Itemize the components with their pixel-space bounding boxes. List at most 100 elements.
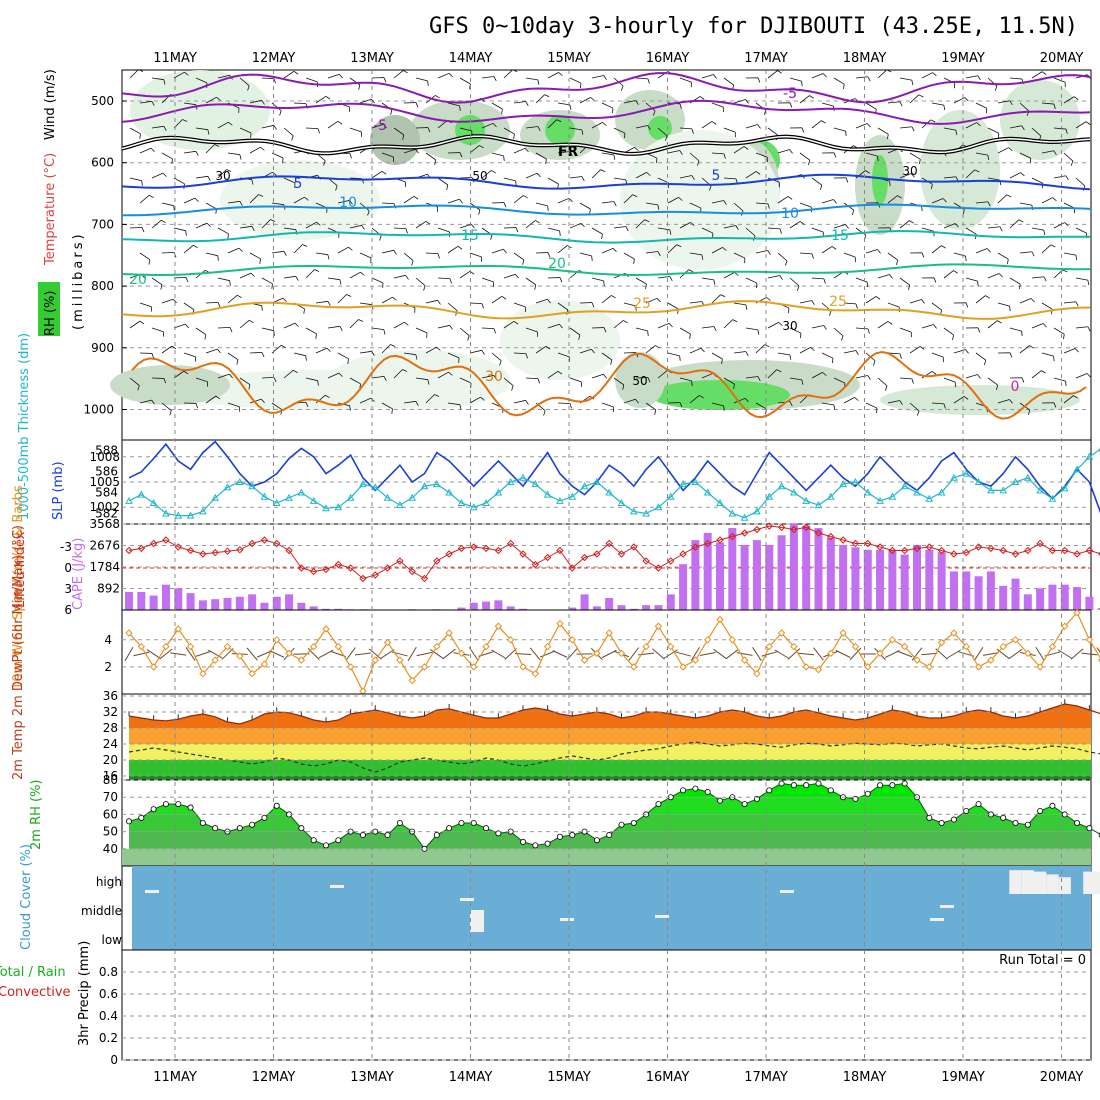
wind-barb-flag xyxy=(149,194,154,199)
wind-barb-flag xyxy=(911,80,914,86)
thickness-point xyxy=(1060,484,1069,492)
wind-barb-flag xyxy=(1019,284,1021,290)
cape-bar xyxy=(937,552,946,610)
wind-barb xyxy=(415,77,428,82)
isotherm-label: -5 xyxy=(373,118,387,134)
wind-barb-flag xyxy=(525,101,529,107)
wind-barb xyxy=(887,400,900,404)
wind-barb-flag xyxy=(448,73,453,78)
rh-point xyxy=(1037,807,1044,814)
wind-barb xyxy=(393,274,406,279)
tick-label: 1008 xyxy=(89,450,120,464)
wind-barb xyxy=(821,402,834,406)
wind-speed-point xyxy=(728,636,737,644)
wind-barb xyxy=(315,95,327,104)
wind-barb-flag xyxy=(402,369,408,372)
wind-barb xyxy=(1019,251,1032,254)
wind-barb xyxy=(635,125,648,129)
wind-barb-flag xyxy=(1073,395,1078,399)
cape-bar xyxy=(592,606,601,610)
wind-speed-point xyxy=(309,642,318,651)
wind-barb xyxy=(437,72,450,79)
thickness-point xyxy=(863,488,872,496)
wind-barb xyxy=(645,345,656,354)
wind-barb-flag xyxy=(933,277,937,283)
slp-line xyxy=(128,440,1100,514)
wind-speed-point xyxy=(925,663,934,671)
wind-barb xyxy=(503,69,513,79)
wind-barb-flag xyxy=(789,354,792,360)
isotherm-20 xyxy=(121,263,1091,277)
wind-barb-flag xyxy=(965,349,969,354)
lifted-index-point xyxy=(974,543,983,551)
wind-barb xyxy=(745,171,757,179)
wind-barb xyxy=(909,346,921,354)
wind-barb-flag xyxy=(822,372,827,376)
wind-barb-flag xyxy=(1052,197,1057,202)
wind-barb xyxy=(711,352,723,360)
wind-barb-flag xyxy=(1030,298,1035,303)
rh-point xyxy=(889,782,896,789)
wind-barb-flag xyxy=(513,133,515,140)
lifted-index-point xyxy=(802,523,810,532)
wind-barb xyxy=(777,352,790,356)
wind-barb-flag xyxy=(423,285,426,291)
wind-barb xyxy=(459,377,472,384)
wind-barb-flag xyxy=(916,410,920,416)
wind-barb-flag xyxy=(405,275,409,280)
wind-barb xyxy=(557,102,570,106)
thickness-point xyxy=(790,488,798,496)
surface-wind-barb xyxy=(491,649,506,659)
wind-barb xyxy=(249,398,262,404)
surface-wind-barb xyxy=(416,651,433,657)
wind-barb-flag xyxy=(547,205,549,211)
wind-barb-flag xyxy=(138,69,144,72)
wind-barb-flag xyxy=(383,77,387,83)
wind-barb xyxy=(799,152,810,161)
wind-barb-flag xyxy=(696,160,700,166)
wind-barb-flag xyxy=(987,155,990,161)
surface-wind-barb xyxy=(246,647,258,661)
total-rain-label: Total / Rain xyxy=(0,965,66,980)
wind-barb-flag xyxy=(402,134,405,140)
wind-barb-flag xyxy=(559,230,561,236)
thickness-point xyxy=(839,480,847,488)
wind-barb xyxy=(965,169,976,179)
wind-barb xyxy=(205,96,217,104)
wind-barb xyxy=(447,102,460,107)
tick-label: -3 xyxy=(60,540,72,554)
wind-speed-point xyxy=(630,663,638,671)
wind-barb xyxy=(349,271,361,279)
wind-barb-flag xyxy=(823,278,826,284)
wind-barb-flag xyxy=(503,249,507,254)
wind-barb-flag xyxy=(691,128,694,134)
wind-barb-flag xyxy=(867,76,871,82)
wind-speed-point xyxy=(740,656,749,664)
wind-speed-point xyxy=(1073,609,1081,617)
wind-barb-flag xyxy=(1087,326,1091,332)
wind-barb-flag xyxy=(590,97,595,101)
wind-barb xyxy=(855,277,868,283)
wind-barb-flag xyxy=(568,198,573,203)
surface-wind-barb xyxy=(787,648,801,660)
wind-barb-flag xyxy=(383,124,387,129)
wind-barb xyxy=(591,122,603,129)
wind-barb-flag xyxy=(833,199,837,204)
wind-barb-flag xyxy=(1053,150,1057,156)
wind-barb-flag xyxy=(994,85,998,91)
wind-barb-flag xyxy=(699,96,705,100)
thickness-point xyxy=(802,496,811,504)
thickness-point xyxy=(556,496,564,504)
isotherm-5 xyxy=(121,173,1091,191)
wind-barb-flag xyxy=(679,355,681,361)
wind-barb xyxy=(1019,152,1031,159)
wind-barb xyxy=(635,327,648,332)
wind-barb xyxy=(921,72,933,79)
wind-barb-flag xyxy=(293,369,298,374)
wind-barb-flag xyxy=(899,353,902,359)
wind-barb xyxy=(679,127,692,130)
wind-barb-flag xyxy=(348,246,353,251)
wind-barb xyxy=(777,196,789,204)
date-label-top: 18MAY xyxy=(843,51,887,66)
